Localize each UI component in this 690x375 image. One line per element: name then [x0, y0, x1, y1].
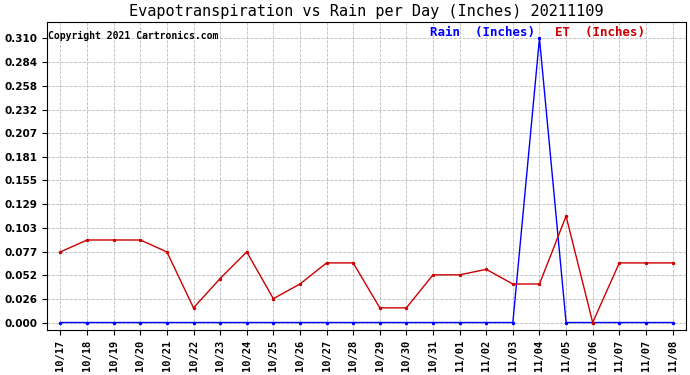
Title: Evapotranspiration vs Rain per Day (Inches) 20211109: Evapotranspiration vs Rain per Day (Inch… — [129, 4, 604, 19]
Text: ET  (Inches): ET (Inches) — [555, 26, 645, 39]
Text: Copyright 2021 Cartronics.com: Copyright 2021 Cartronics.com — [48, 31, 219, 41]
Text: Rain  (Inches): Rain (Inches) — [431, 26, 535, 39]
